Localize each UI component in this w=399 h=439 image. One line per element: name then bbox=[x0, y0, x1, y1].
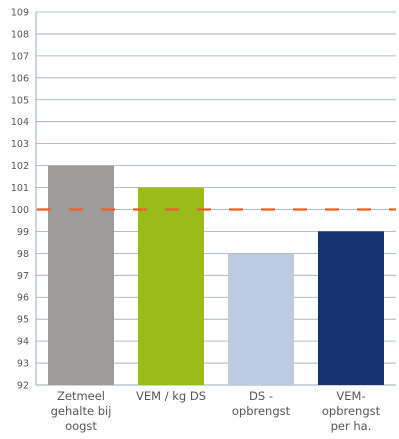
y-tick-label: 109 bbox=[11, 8, 29, 19]
category-label: VEM / kg DS bbox=[136, 389, 206, 403]
y-tick-label: 92 bbox=[17, 381, 29, 392]
bar bbox=[48, 165, 114, 385]
category-label: DS -opbrengst bbox=[232, 389, 291, 418]
y-tick-label: 96 bbox=[17, 293, 29, 304]
y-tick-label: 100 bbox=[11, 205, 29, 216]
bar bbox=[228, 253, 294, 385]
bar bbox=[138, 187, 204, 385]
y-tick-label: 104 bbox=[11, 117, 29, 128]
y-tick-label: 107 bbox=[11, 51, 29, 62]
y-tick-label: 93 bbox=[17, 359, 29, 370]
y-tick-label: 97 bbox=[17, 271, 29, 282]
y-tick-label: 102 bbox=[11, 161, 29, 172]
y-tick-label: 106 bbox=[11, 73, 29, 84]
category-label: VEM-opbrengst per ha. bbox=[322, 389, 381, 433]
y-tick-label: 99 bbox=[17, 227, 29, 238]
y-tick-label: 108 bbox=[11, 29, 29, 40]
y-tick-label: 98 bbox=[17, 249, 29, 260]
category-label: Zetmeel gehalte bij oogst bbox=[51, 389, 112, 433]
bar bbox=[318, 231, 384, 385]
y-tick-label: 95 bbox=[17, 315, 29, 326]
y-tick-label: 94 bbox=[17, 337, 29, 348]
y-tick-label: 101 bbox=[11, 183, 29, 194]
y-tick-label: 103 bbox=[11, 139, 29, 150]
y-tick-label: 105 bbox=[11, 95, 29, 106]
